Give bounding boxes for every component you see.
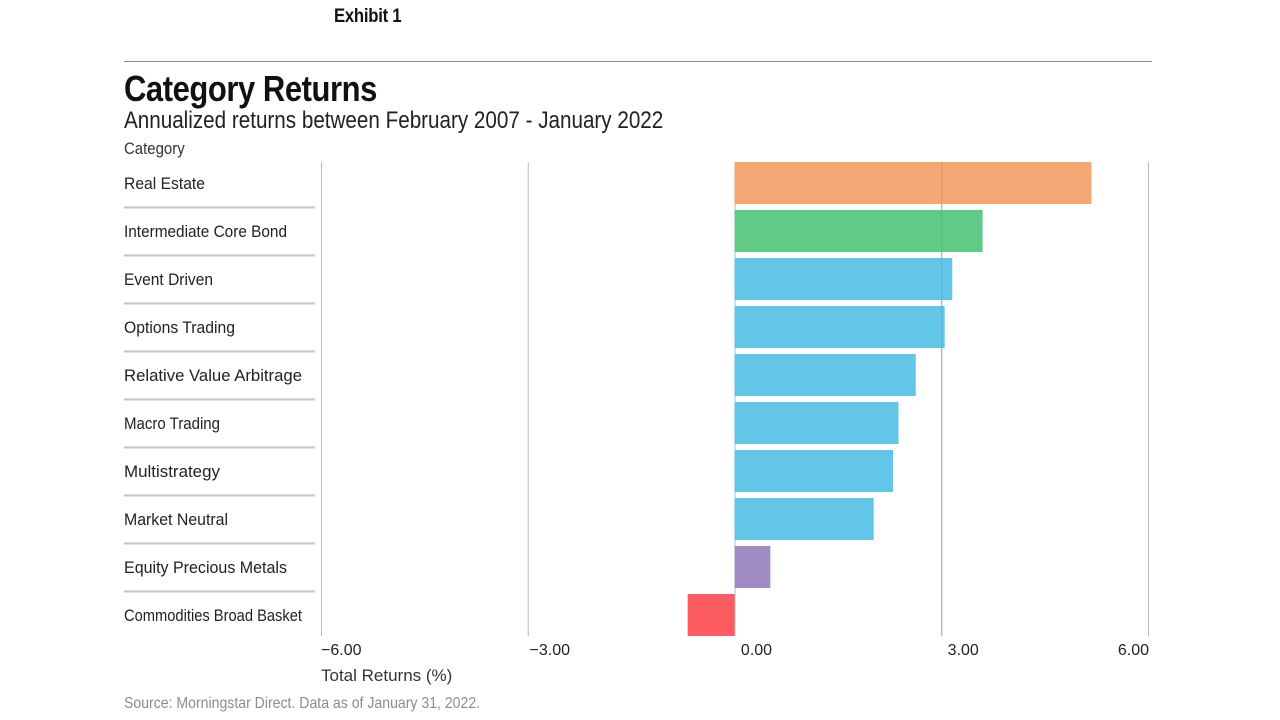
bar-3 (734, 306, 945, 348)
bar-4 (734, 354, 916, 396)
x-tick-label-2: 0.00 (741, 642, 772, 659)
category-label-8: Equity Precious Metals (124, 558, 287, 577)
x-axis-title: Total Returns (%) (321, 666, 452, 685)
x-tick-label-4: 6.00 (1118, 642, 1149, 659)
bar-8 (734, 546, 771, 588)
row-separators (124, 206, 315, 593)
bar-2 (734, 258, 953, 300)
x-tick-label-1: −3.00 (530, 642, 571, 659)
category-label-1: Intermediate Core Bond (124, 222, 287, 241)
category-label-4: Relative Value Arbitrage (124, 366, 302, 385)
x-tick-labels: −6.00 −3.00 0.00 3.00 6.00 (321, 642, 1149, 659)
category-label-0: Real Estate (124, 174, 205, 193)
x-tick-label-3: 3.00 (948, 642, 979, 659)
category-label-6: Multistrategy (124, 462, 220, 481)
category-label-3: Options Trading (124, 318, 235, 337)
bars (687, 162, 1092, 636)
bar-9 (687, 594, 735, 636)
category-label-7: Market Neutral (124, 510, 228, 529)
category-label-9: Commodities Broad Basket (124, 606, 302, 625)
source-note: Source: Morningstar Direct. Data as of J… (124, 695, 481, 712)
bar-0 (734, 162, 1092, 204)
bar-6 (734, 450, 894, 492)
bar-5 (734, 402, 899, 444)
top-divider (124, 61, 1152, 62)
category-label-5: Macro Trading (124, 414, 220, 433)
chart-title: Category Returns (124, 68, 377, 109)
exhibit-label: Exhibit 1 (334, 6, 402, 27)
category-axis-header: Category (124, 139, 185, 158)
x-tick-label-0: −6.00 (321, 642, 362, 659)
bar-7 (734, 498, 874, 540)
bar-1 (734, 210, 983, 252)
category-labels: Real Estate Intermediate Core Bond Event D… (124, 174, 302, 625)
category-label-2: Event Driven (124, 270, 213, 289)
chart-subtitle: Annualized returns between February 2007… (124, 107, 664, 134)
